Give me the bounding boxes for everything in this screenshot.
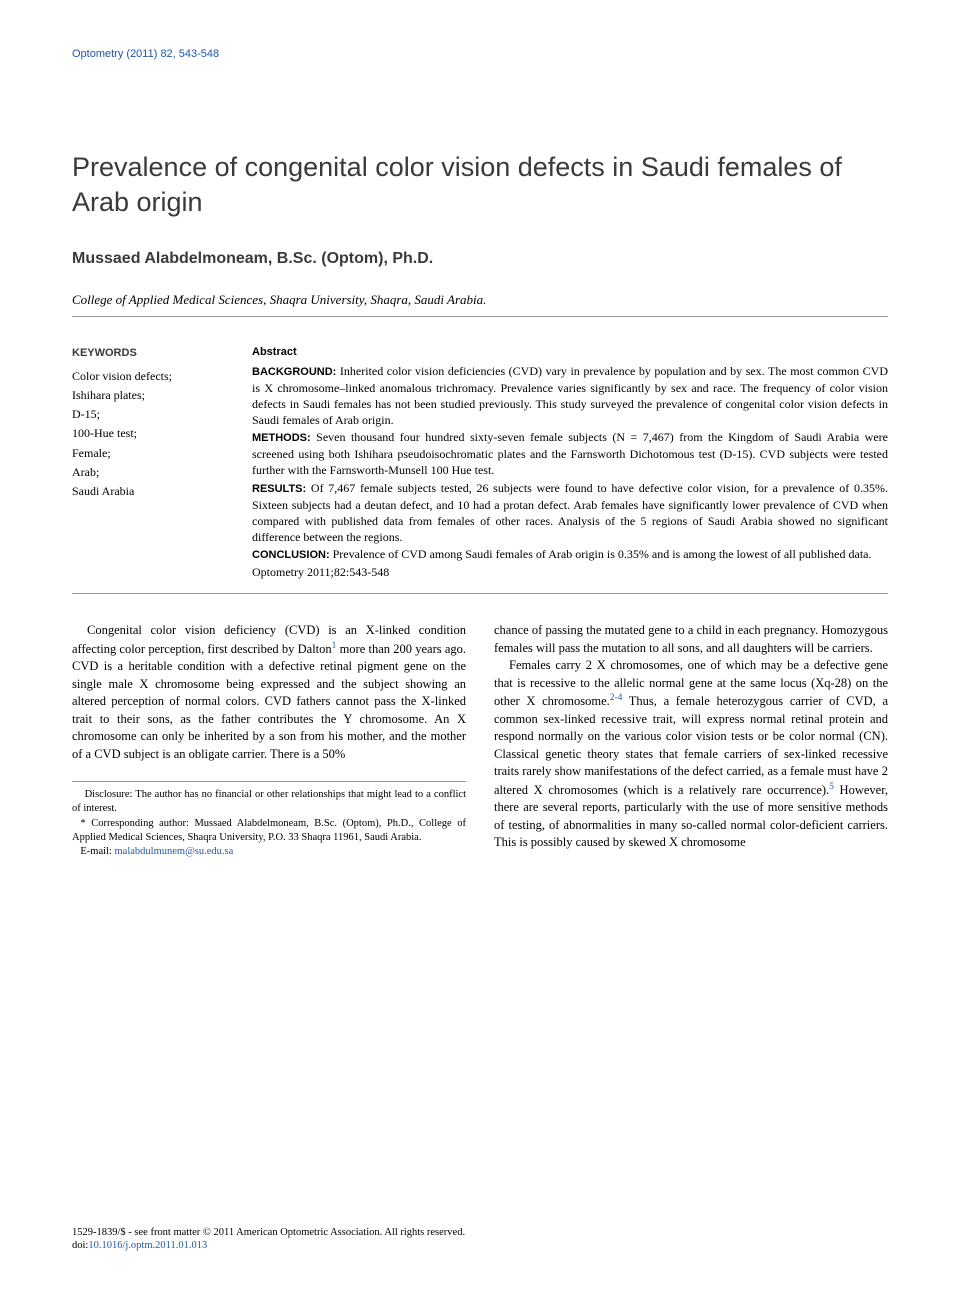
- abstract-citation: Optometry 2011;82:543-548: [252, 564, 888, 580]
- body-columns: Congenital color vision deficiency (CVD)…: [72, 622, 888, 859]
- body-right-p2: Females carry 2 X chromosomes, one of wh…: [494, 657, 888, 852]
- abstract-heading: Abstract: [252, 345, 888, 360]
- copyright-block: 1529-1839/$ - see front matter © 2011 Am…: [72, 1226, 888, 1253]
- article-title: Prevalence of congenital color vision de…: [72, 150, 888, 220]
- footnote-corresponding: * Corresponding author: Mussaed Alabdelm…: [72, 817, 466, 845]
- body-left-p1: Congenital color vision deficiency (CVD)…: [72, 622, 466, 763]
- footnotes-block: Disclosure: The author has no financial …: [72, 781, 466, 859]
- author-line: Mussaed Alabdelmoneam, B.Sc. (Optom), Ph…: [72, 250, 888, 268]
- body-column-left: Congenital color vision deficiency (CVD)…: [72, 622, 466, 859]
- methods-text: Seven thousand four hundred sixty-seven …: [252, 430, 888, 477]
- results-text: Of 7,467 female subjects tested, 26 subj…: [252, 481, 888, 544]
- abstract-block: KEYWORDS Color vision defects; Ishihara …: [72, 345, 888, 594]
- abstract-column: Abstract BACKGROUND: Inherited color vis…: [252, 345, 888, 581]
- affiliation: College of Applied Medical Sciences, Sha…: [72, 292, 888, 317]
- abstract-results: RESULTS: Of 7,467 female subjects tested…: [252, 480, 888, 545]
- footnote-disclosure: Disclosure: The author has no financial …: [72, 788, 466, 816]
- keywords-list: Color vision defects; Ishihara plates; D…: [72, 367, 222, 501]
- background-label: BACKGROUND:: [252, 366, 336, 378]
- doi-link[interactable]: 10.1016/j.optm.2011.01.013: [88, 1240, 207, 1251]
- doi-prefix: doi:: [72, 1240, 88, 1251]
- copyright-text: 1529-1839/$ - see front matter © 2011 Am…: [72, 1226, 888, 1240]
- results-label: RESULTS:: [252, 483, 306, 495]
- journal-header: Optometry (2011) 82, 543-548: [72, 48, 888, 60]
- abstract-methods: METHODS: Seven thousand four hundred six…: [252, 429, 888, 478]
- abstract-conclusion: CONCLUSION: Prevalence of CVD among Saud…: [252, 546, 888, 563]
- conclusion-text: Prevalence of CVD among Saudi females of…: [330, 547, 872, 561]
- keywords-column: KEYWORDS Color vision defects; Ishihara …: [72, 345, 222, 581]
- body-left-p1-b: more than 200 years ago. CVD is a herita…: [72, 642, 466, 761]
- body-right-p1: chance of passing the mutated gene to a …: [494, 622, 888, 657]
- footnote-email: E-mail: malabdulmunem@su.edu.sa: [72, 845, 466, 859]
- keywords-heading: KEYWORDS: [72, 345, 222, 363]
- methods-label: METHODS:: [252, 432, 311, 444]
- email-label: E-mail:: [80, 846, 114, 857]
- ref-sup-2-4[interactable]: 2-4: [610, 693, 622, 703]
- abstract-background: BACKGROUND: Inherited color vision defic…: [252, 363, 888, 428]
- body-column-right: chance of passing the mutated gene to a …: [494, 622, 888, 859]
- email-link[interactable]: malabdulmunem@su.edu.sa: [115, 846, 234, 857]
- doi-line: doi:10.1016/j.optm.2011.01.013: [72, 1239, 888, 1253]
- background-text: Inherited color vision deficiencies (CVD…: [252, 364, 888, 427]
- conclusion-label: CONCLUSION:: [252, 549, 330, 561]
